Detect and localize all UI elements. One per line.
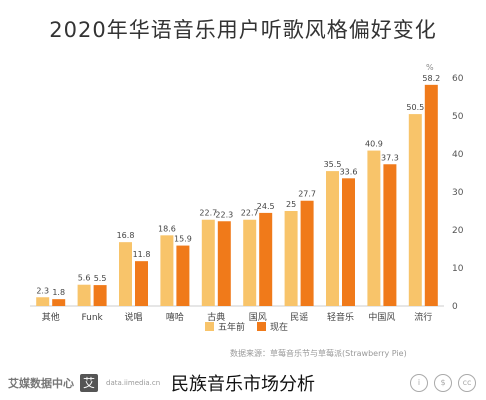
bar-series2	[383, 164, 397, 306]
bar-series2	[135, 261, 148, 306]
value-label: 16.8	[117, 231, 135, 240]
category-label: 流行	[414, 311, 432, 323]
value-label: 58.2	[422, 74, 440, 83]
value-label: 11.8	[133, 250, 151, 259]
value-label: 24.5	[257, 202, 275, 211]
watermark-brand: 艾媒数据中心	[8, 377, 74, 390]
value-label: 25	[286, 200, 296, 209]
value-label: 37.3	[381, 153, 399, 162]
value-label: 18.6	[158, 224, 176, 233]
bar-series1	[326, 171, 339, 306]
bar-series2	[259, 212, 273, 306]
bar-series2	[52, 299, 66, 306]
value-label: 2.3	[36, 286, 49, 295]
bar-series2	[342, 178, 355, 306]
bar-series2	[217, 221, 231, 306]
bar-series1	[408, 114, 422, 306]
watermark-sub: data.iimedia.cn	[106, 379, 161, 387]
legend-label: 五年前	[218, 321, 245, 333]
bar-series1	[77, 284, 91, 306]
value-label: 22.7	[199, 209, 217, 218]
watermark-logo: 艾媒数据中心 艾 data.iimedia.cn	[8, 372, 160, 394]
bar-series2	[300, 200, 314, 306]
legend: 五年前 现在	[205, 321, 288, 333]
source-note: 数据来源：草莓音乐节与草莓派(Strawberry Pie)	[230, 349, 407, 358]
license-icons: i $ cc	[410, 374, 476, 392]
y-tick-label: 40	[452, 150, 464, 160]
bar-series1	[36, 297, 50, 306]
category-label: 古典	[207, 311, 225, 323]
legend-swatch	[205, 322, 214, 331]
y-tick-label: 50	[452, 112, 464, 122]
bar-series1	[119, 242, 132, 306]
caption: 民族音乐市场分析	[171, 374, 315, 395]
watermark-badge: 艾	[80, 374, 98, 392]
value-label: 40.9	[365, 140, 383, 149]
category-label: 国风	[249, 312, 267, 323]
bar-series2	[424, 84, 438, 306]
cc-icon: cc	[458, 374, 476, 392]
value-label: 15.9	[174, 235, 192, 244]
bars-layer	[36, 84, 438, 306]
y-tick-label: 60	[452, 74, 464, 84]
y-tick-label: 20	[452, 226, 464, 236]
bar-series1	[160, 235, 174, 306]
value-label: 5.6	[78, 274, 91, 283]
value-label: 27.7	[298, 190, 316, 199]
bar-series1	[367, 150, 381, 306]
category-label: Funk	[81, 313, 103, 323]
value-label: 1.8	[52, 288, 65, 297]
category-label: 中国风	[368, 311, 395, 323]
value-labels-layer: 2.3 1.85.6 5.516.811.818.615.922.722.3 22.7…	[36, 74, 440, 297]
category-label: 轻音乐	[327, 311, 354, 323]
value-label: 22.3	[215, 210, 233, 219]
value-label: 35.5	[324, 160, 342, 169]
y-tick-label: 30	[452, 188, 464, 198]
y-tick-label: 0	[452, 302, 458, 312]
category-label: 说唱	[124, 311, 142, 323]
bar-series2	[93, 285, 107, 306]
bar-series1	[284, 211, 298, 306]
legend-swatch	[257, 322, 266, 331]
cc-nc-icon: $	[434, 374, 452, 392]
y-unit-label: %	[426, 63, 434, 72]
value-label: 33.6	[340, 167, 358, 176]
chart-title: 2020年华语音乐用户听歌风格偏好变化	[49, 18, 437, 42]
y-tick-label: 10	[452, 264, 464, 274]
axis-layer: 0 10 20 30 40 50 60% 其他 Funk 说唱 嘻哈 古典 国风 民谣 轻音乐 中国风 流行	[30, 63, 464, 323]
cc-by-icon: i	[410, 374, 428, 392]
bar-series2	[176, 245, 190, 306]
category-label: 民谣	[290, 311, 308, 323]
value-label: 22.7	[241, 209, 259, 218]
category-label: 其他	[42, 311, 60, 323]
value-label: 50.5	[406, 103, 424, 112]
bar-series1	[243, 219, 257, 306]
bar-series1	[201, 219, 215, 306]
category-label: 嘻哈	[166, 311, 184, 323]
legend-label: 现在	[270, 321, 288, 333]
value-label: 5.5	[94, 274, 107, 283]
